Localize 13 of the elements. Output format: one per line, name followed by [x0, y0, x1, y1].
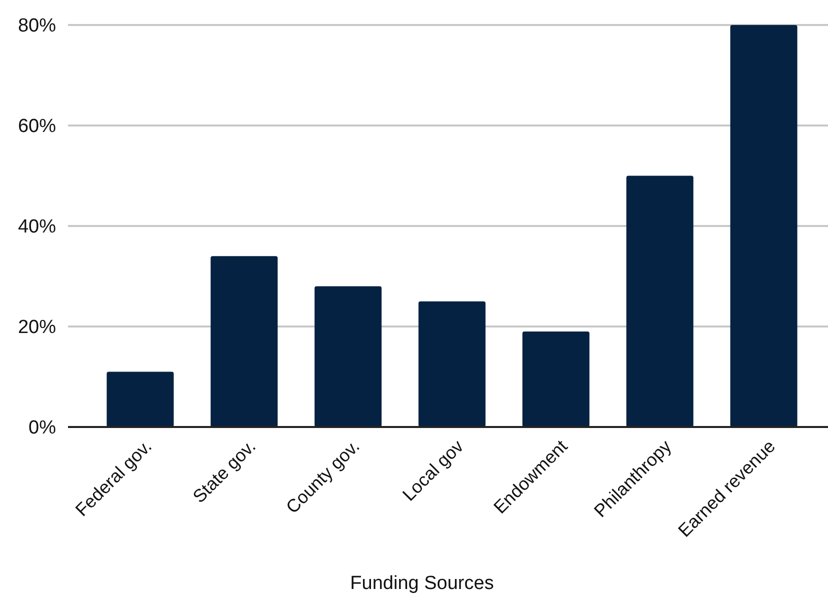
bar	[210, 256, 278, 427]
y-tick-label: 60%	[18, 116, 56, 138]
bar	[522, 332, 590, 427]
y-tick-label: 20%	[18, 317, 56, 338]
bar	[314, 286, 382, 427]
bar	[106, 372, 174, 427]
y-tick-label: 80%	[18, 16, 56, 37]
y-tick-label: 40%	[18, 216, 56, 238]
bar	[626, 176, 694, 427]
y-tick-label: 0%	[28, 418, 56, 439]
bar	[730, 25, 798, 427]
bar	[418, 301, 486, 427]
x-axis-title: Funding Sources	[350, 573, 494, 594]
